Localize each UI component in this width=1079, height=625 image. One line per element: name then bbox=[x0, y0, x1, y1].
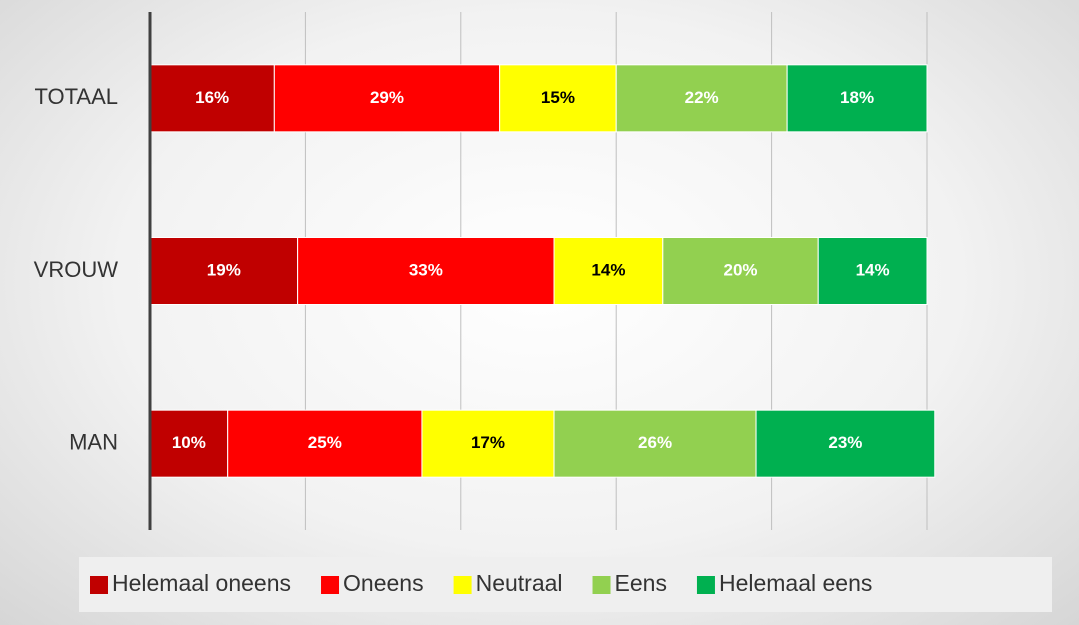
data-label: 14% bbox=[856, 260, 890, 279]
y-tick-label: VROUW bbox=[34, 257, 119, 282]
data-label: 14% bbox=[591, 260, 625, 279]
legend-label: Helemaal eens bbox=[719, 570, 872, 596]
bar-segment bbox=[273, 64, 501, 133]
y-tick-label: MAN bbox=[69, 429, 118, 454]
bar-segment bbox=[149, 237, 299, 305]
data-label: 22% bbox=[685, 88, 719, 107]
legend-swatch bbox=[592, 576, 611, 594]
data-label: 23% bbox=[828, 433, 862, 452]
data-label: 17% bbox=[471, 433, 505, 452]
data-label: 18% bbox=[840, 88, 874, 107]
data-label: 15% bbox=[541, 88, 575, 107]
bar-segment bbox=[421, 409, 555, 478]
bar-segment bbox=[817, 237, 928, 305]
legend-label: Oneens bbox=[343, 570, 424, 596]
data-label: 16% bbox=[195, 88, 229, 107]
legend-label: Neutraal bbox=[476, 570, 563, 596]
data-label: 25% bbox=[308, 433, 342, 452]
bar-segment bbox=[553, 409, 757, 478]
legend-swatch bbox=[453, 576, 472, 594]
legend-label: Eens bbox=[615, 570, 667, 596]
bar-segment bbox=[755, 409, 936, 478]
bar-segment bbox=[297, 237, 555, 305]
bar-segment bbox=[149, 409, 229, 478]
legend-label: Helemaal oneens bbox=[112, 570, 291, 596]
bar-segment bbox=[662, 237, 819, 305]
legend-swatch bbox=[321, 576, 340, 594]
bar-segment bbox=[786, 64, 928, 133]
bar-segment bbox=[227, 409, 423, 478]
y-tick-label: TOTAAL bbox=[34, 84, 118, 109]
data-label: 19% bbox=[207, 260, 241, 279]
data-label: 33% bbox=[409, 260, 443, 279]
legend-swatch bbox=[90, 576, 108, 594]
data-label: 20% bbox=[724, 260, 758, 279]
data-label: 26% bbox=[638, 433, 672, 452]
data-label: 10% bbox=[172, 433, 206, 452]
legend-swatch bbox=[696, 576, 715, 594]
legend-box bbox=[79, 557, 1052, 612]
bar-segment bbox=[553, 237, 664, 305]
data-label: 29% bbox=[370, 88, 404, 107]
